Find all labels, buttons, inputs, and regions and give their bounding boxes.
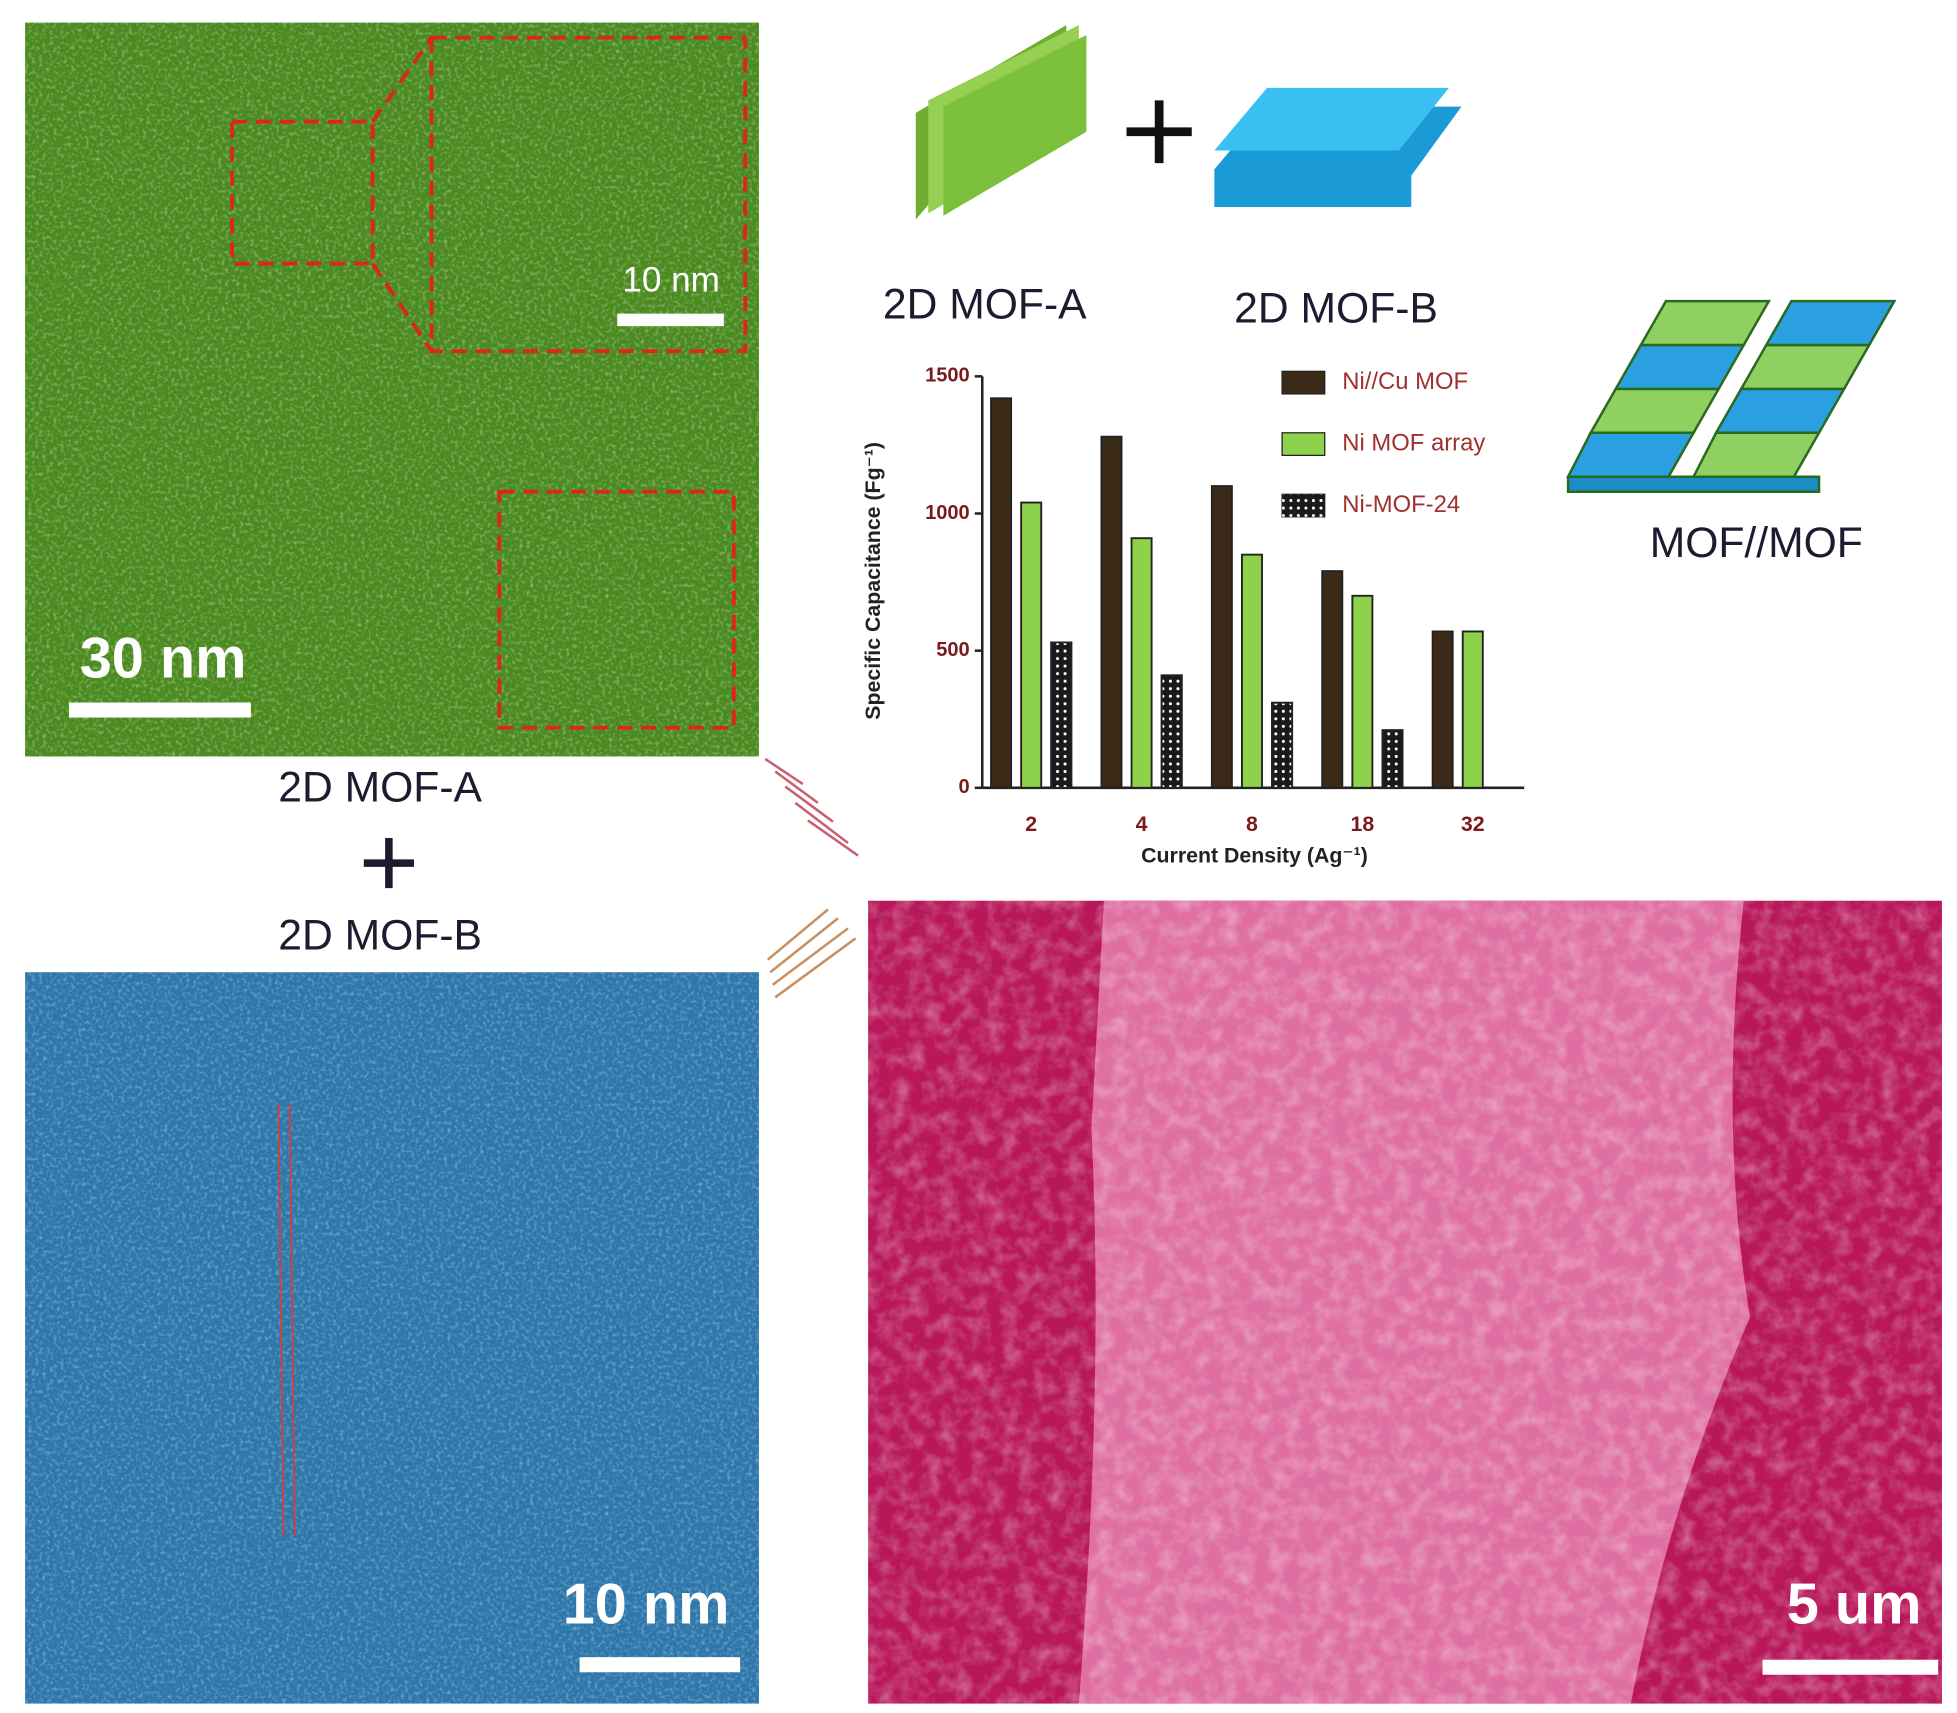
bar xyxy=(1020,501,1043,789)
x-tick-label: 4 xyxy=(1136,812,1148,836)
scale-label: 10 nm xyxy=(563,1572,730,1636)
legend-label: Ni//Cu MOF xyxy=(1342,368,1468,395)
y-tick-label: 500 xyxy=(936,639,969,661)
bar xyxy=(1130,537,1153,789)
label: MOF//MOF xyxy=(1650,519,1863,567)
x-tick-label: 32 xyxy=(1461,812,1485,836)
label: 2D MOF-B xyxy=(1234,284,1438,332)
bar-texture xyxy=(1160,674,1183,789)
legend-swatch xyxy=(1281,432,1326,457)
bar xyxy=(1210,485,1233,789)
bar-texture xyxy=(1271,701,1294,789)
bar xyxy=(1431,630,1454,789)
label: 2D MOF-B xyxy=(278,912,482,960)
bar xyxy=(1351,594,1374,789)
legend-label: Ni MOF array xyxy=(1342,429,1485,456)
legend-texture xyxy=(1282,494,1325,517)
bar xyxy=(1461,630,1484,789)
legend-swatch xyxy=(1281,370,1326,395)
y-tick-label: 1000 xyxy=(925,502,970,524)
bar xyxy=(990,397,1013,789)
arrow xyxy=(766,908,857,999)
bar-chart: Current Density (Ag⁻¹) Specific Capacita… xyxy=(861,365,1525,867)
scale-bar xyxy=(68,702,251,718)
plus xyxy=(363,837,414,889)
bar-texture xyxy=(1050,641,1073,789)
bar xyxy=(1321,570,1344,789)
scale-label: 30 nm xyxy=(80,627,247,691)
scale-bar xyxy=(617,313,724,327)
bar xyxy=(1241,553,1263,789)
y-tick-label: 0 xyxy=(959,776,970,798)
scale-bar xyxy=(1762,1659,1939,1675)
bar xyxy=(1100,435,1123,789)
x-tick-label: 2 xyxy=(1025,812,1037,836)
x-axis-label: Current Density (Ag⁻¹) xyxy=(1141,843,1368,867)
tem-image-b: 10 nm xyxy=(25,972,759,1704)
scale-bar xyxy=(579,1657,741,1673)
label: 2D MOF-A xyxy=(883,281,1087,329)
y-axis-label: Specific Capacitance (Fg⁻¹) xyxy=(861,442,885,720)
schematic: 2D MOF-A 2D MOF-B MOF//MOF xyxy=(883,25,1897,567)
x-tick-label: 8 xyxy=(1246,812,1258,836)
label: 2D MOF-A xyxy=(278,764,482,812)
sem-image: 5 um xyxy=(868,900,1942,1704)
scale-label: 5 um xyxy=(1787,1572,1922,1636)
y-tick-label: 1500 xyxy=(925,365,970,387)
scale-label: 10 nm xyxy=(622,261,720,300)
legend-label: Ni-MOF-24 xyxy=(1342,491,1460,518)
tem-image-a: 10 nm 30 nm xyxy=(25,22,759,757)
bar-texture xyxy=(1381,729,1404,789)
x-tick-label: 18 xyxy=(1351,812,1375,836)
arrow xyxy=(764,757,859,857)
